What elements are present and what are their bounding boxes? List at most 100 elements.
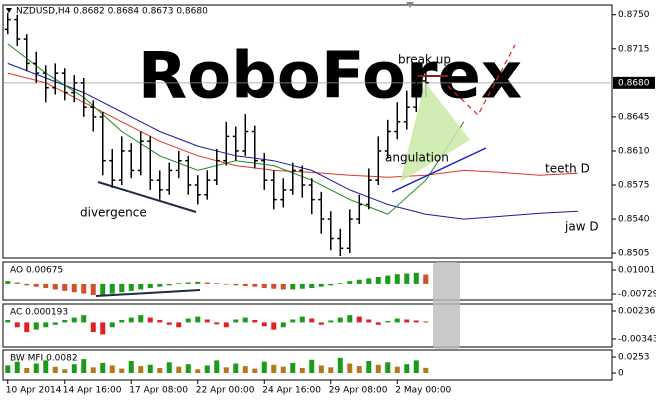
histogram-bar <box>299 283 305 289</box>
x-tick-label: 2 May 00:00 <box>395 386 451 396</box>
histogram-bar <box>271 322 277 330</box>
histogram-bar <box>157 283 163 287</box>
histogram-bar <box>214 322 220 325</box>
chart-title: NZDUSD,H4 0.8682 0.8684 0.8673 0.8680 <box>16 7 208 17</box>
histogram-bar <box>90 367 96 374</box>
histogram-bar <box>166 322 172 325</box>
histogram-bar <box>423 274 429 284</box>
histogram-bar <box>271 364 277 374</box>
annotation: break up <box>398 53 451 67</box>
histogram-bar <box>100 362 106 374</box>
x-tick-label: 14 Apr 16:00 <box>63 386 122 396</box>
histogram-bar <box>33 283 39 287</box>
histogram-bar <box>62 369 68 374</box>
histogram-bar <box>261 283 267 289</box>
histogram-bar <box>100 283 106 296</box>
histogram-bar <box>261 322 267 327</box>
histogram-bar <box>394 318 400 323</box>
histogram-bar <box>185 318 191 323</box>
histogram-bar <box>328 283 334 286</box>
annotation: angulation <box>385 151 449 165</box>
histogram-bar <box>147 364 153 374</box>
histogram-bar <box>280 366 286 374</box>
histogram-bar <box>328 367 334 374</box>
y-tick-label: 0.8540 <box>618 215 650 225</box>
histogram-bar <box>119 283 125 293</box>
histogram-bar <box>204 282 210 284</box>
histogram-bar <box>404 319 410 323</box>
histogram-bar <box>404 273 410 284</box>
histogram-bar <box>90 283 96 296</box>
last-price-label: 0.8680 <box>618 78 650 88</box>
panel-title: AO 0.00675 <box>10 266 63 276</box>
histogram-bar <box>366 278 372 284</box>
histogram-bar <box>347 281 353 284</box>
divergence-line-ao <box>95 289 201 297</box>
y-tick-label: 0.0253 <box>618 353 650 363</box>
histogram-bar <box>261 361 267 374</box>
histogram-bar <box>109 365 115 374</box>
histogram-bar <box>309 359 315 374</box>
histogram-bar <box>223 283 229 285</box>
histogram-bar <box>166 362 172 374</box>
histogram-bar <box>318 322 324 325</box>
histogram-bar <box>318 283 324 287</box>
panel-frame <box>2 261 613 301</box>
histogram-bar <box>195 281 201 284</box>
last-price-box <box>613 76 655 89</box>
y-tick-label: 0 <box>618 369 624 379</box>
histogram-bar <box>14 322 20 328</box>
histogram-bar <box>214 360 220 374</box>
histogram-bar <box>271 283 277 289</box>
histogram-bar <box>290 362 296 374</box>
histogram-bar <box>214 283 220 284</box>
histogram-bar <box>337 283 343 284</box>
histogram-bar <box>233 319 239 323</box>
histogram-bar <box>33 363 39 374</box>
histogram-bar <box>366 319 372 323</box>
y-tick-label: -0.00343 <box>618 334 656 344</box>
annotation: divergence <box>80 206 147 220</box>
histogram-bar <box>157 319 163 323</box>
histogram-bar <box>375 364 381 374</box>
histogram-bar <box>252 368 258 374</box>
histogram-bar <box>385 320 391 323</box>
histogram-bar <box>43 360 49 374</box>
histogram-bar <box>128 317 134 323</box>
histogram-bar <box>43 322 49 328</box>
panel-title: AC 0.000193 <box>10 308 68 318</box>
histogram-bar <box>119 319 125 323</box>
y-tick-label: 0.8610 <box>618 146 650 156</box>
histogram-bar <box>166 283 172 286</box>
histogram-bar <box>14 282 20 284</box>
histogram-bar <box>71 317 77 323</box>
histogram-bar <box>309 283 315 289</box>
histogram-bar <box>5 281 11 284</box>
histogram-bar <box>252 319 258 323</box>
histogram-bar <box>24 367 30 374</box>
y-tick-label: -0.00729 <box>618 290 656 300</box>
panel-frame <box>2 349 613 381</box>
histogram-bar <box>280 283 286 290</box>
histogram-bar <box>233 283 239 286</box>
histogram-bar <box>138 366 144 374</box>
histogram-bar <box>24 322 30 333</box>
x-tick-label: 29 Apr 08:00 <box>329 386 388 396</box>
histogram-bar <box>299 316 305 323</box>
histogram-bar <box>347 315 353 323</box>
histogram-bar <box>356 316 362 323</box>
histogram-bar <box>109 322 115 328</box>
watermark: RoboForex <box>138 40 522 114</box>
x-tick-label: 10 Apr 2014 <box>6 386 62 396</box>
histogram-bar <box>423 367 429 374</box>
histogram-bar <box>337 317 343 323</box>
histogram-bar <box>290 319 296 323</box>
histogram-bar <box>299 367 305 374</box>
histogram-bar <box>337 357 343 374</box>
histogram-bar <box>413 360 419 374</box>
histogram-bar <box>242 283 248 286</box>
histogram-bar <box>62 283 68 291</box>
histogram-bar <box>185 364 191 374</box>
histogram-bar <box>375 276 381 284</box>
